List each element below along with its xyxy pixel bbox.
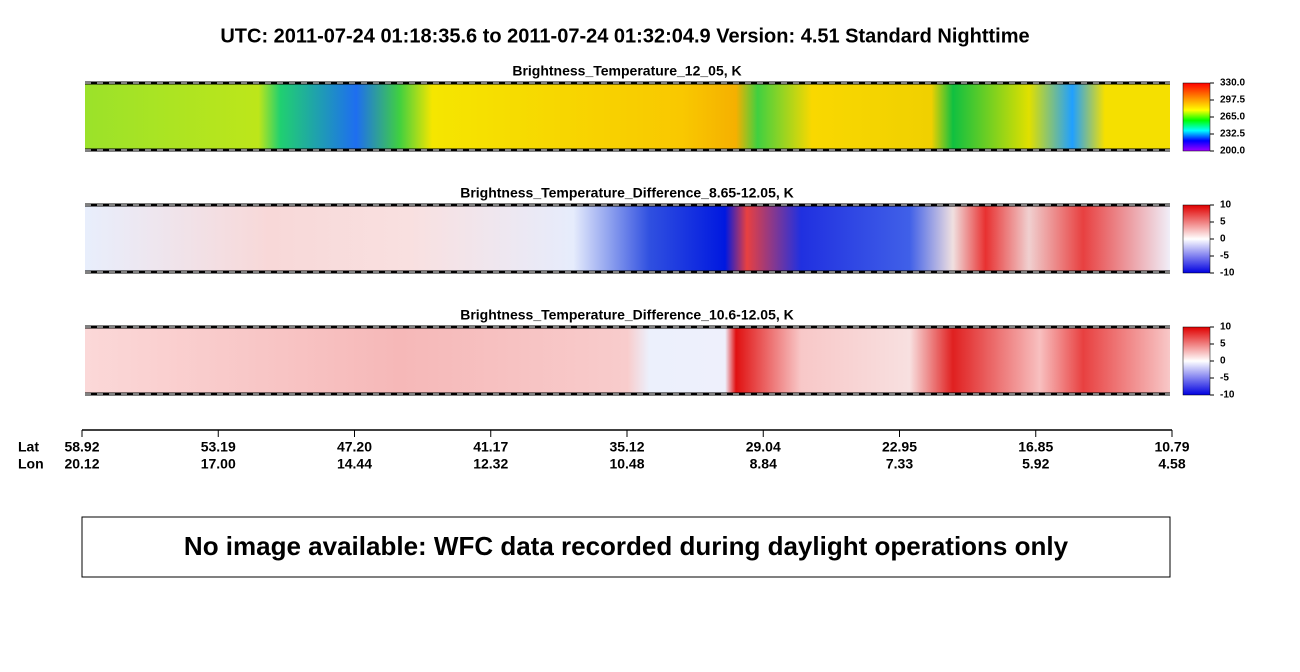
lat-label: 10.79 — [1154, 439, 1189, 455]
lon-label: 10.48 — [609, 456, 644, 472]
colorbar-label: 10 — [1220, 200, 1232, 211]
lon-label: 12.32 — [473, 456, 508, 472]
lon-label: 4.58 — [1158, 456, 1185, 472]
panel-title: Brightness_Temperature_12_05, K — [512, 63, 741, 79]
lat-label: 53.19 — [201, 439, 236, 455]
colorbar — [1182, 204, 1211, 274]
lat-label: 58.92 — [64, 439, 99, 455]
lon-label: 7.33 — [886, 456, 913, 472]
colorbar-label: 330.0 — [1220, 78, 1245, 89]
colorbar-label: 5 — [1220, 339, 1226, 350]
colorbar — [1182, 82, 1211, 152]
colorbar-label: 10 — [1220, 322, 1232, 333]
colorbar-label: -10 — [1220, 390, 1235, 401]
notice: No image available: WFC data recorded du… — [184, 531, 1069, 561]
lon-label: 8.84 — [750, 456, 777, 472]
row-label: Lat — [18, 439, 39, 455]
colorbar-label: 0 — [1220, 234, 1226, 245]
lat-label: 16.85 — [1018, 439, 1053, 455]
lat-label: 29.04 — [746, 439, 781, 455]
colorbar-label: -5 — [1220, 251, 1229, 262]
lat-label: 41.17 — [473, 439, 508, 455]
colorbar-label: 0 — [1220, 356, 1226, 367]
lon-label: 20.12 — [64, 456, 99, 472]
colorbar-label: 200.0 — [1220, 146, 1245, 157]
colorbar-label: -10 — [1220, 268, 1235, 279]
row-label: Lon — [18, 456, 44, 472]
panel-title: Brightness_Temperature_Difference_8.65-1… — [460, 185, 794, 201]
colorbar-label: -5 — [1220, 373, 1229, 384]
lon-label: 17.00 — [201, 456, 236, 472]
image-strip — [85, 205, 1170, 272]
panel-title: Brightness_Temperature_Difference_10.6-1… — [460, 307, 794, 323]
colorbar-label: 5 — [1220, 217, 1226, 228]
lon-label: 5.92 — [1022, 456, 1049, 472]
lon-label: 14.44 — [337, 456, 372, 472]
colorbar-label: 265.0 — [1220, 112, 1245, 123]
image-strip — [85, 83, 1170, 150]
lat-label: 35.12 — [609, 439, 644, 455]
colorbar — [1182, 326, 1211, 396]
notice-box — [81, 516, 1171, 578]
lat-label: 22.95 — [882, 439, 917, 455]
colorbar-label: 232.5 — [1220, 129, 1245, 140]
page-title: UTC: 2011-07-24 01:18:35.6 to 2011-07-24… — [220, 25, 1029, 47]
lat-label: 47.20 — [337, 439, 372, 455]
image-strip — [85, 327, 1170, 394]
panels: Brightness_Temperature_12_05, K 330.0 297.… — [85, 63, 1245, 401]
colorbar-label: 297.5 — [1220, 95, 1245, 106]
